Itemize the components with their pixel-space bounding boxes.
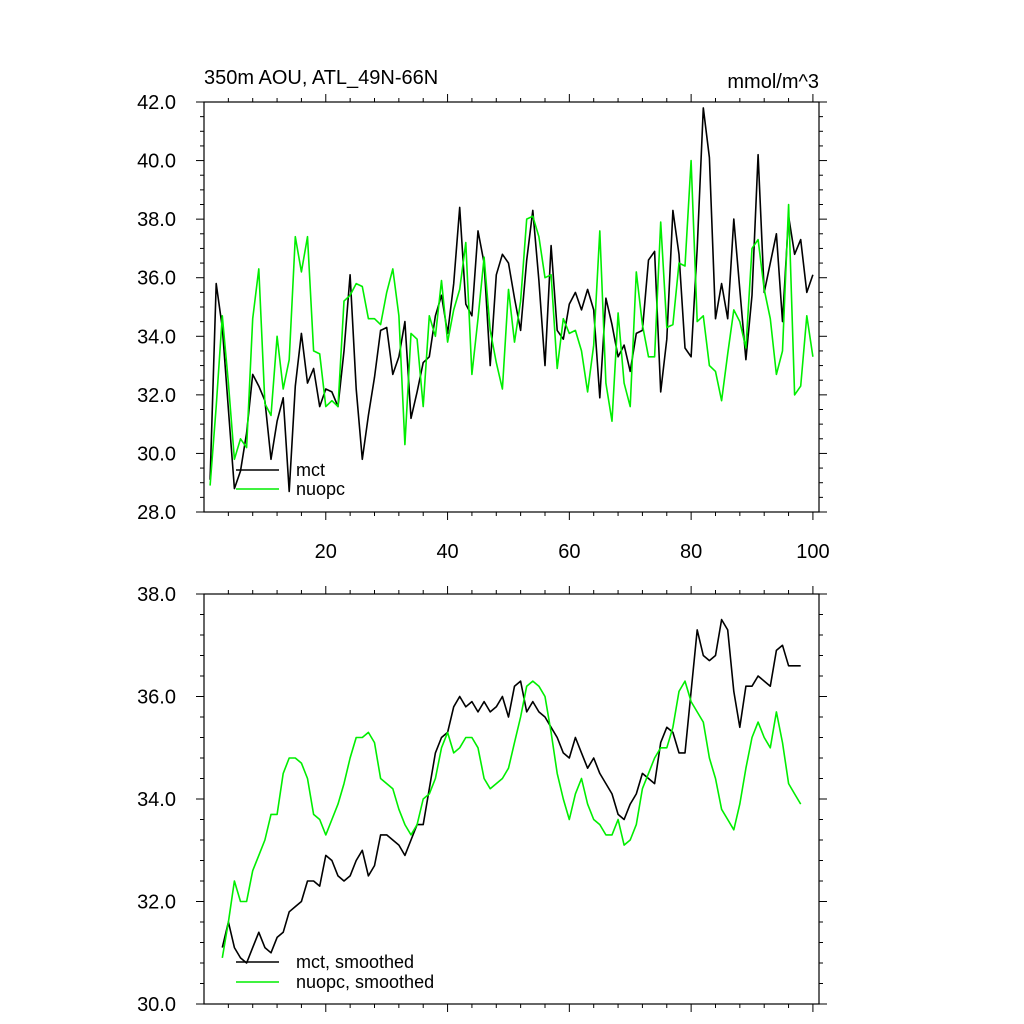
x-tick-label: 20: [315, 541, 337, 563]
y-tick-label: 30.0: [137, 994, 176, 1016]
x-tick-label: 80: [680, 541, 702, 563]
y-tick-label: 28.0: [137, 502, 176, 524]
y-tick-label: 32.0: [137, 385, 176, 407]
y-tick-label: 38.0: [137, 209, 176, 231]
series-line-nuopc: [209, 159, 814, 486]
y-tick-label: 34.0: [137, 326, 176, 348]
plot-frame: [203, 101, 820, 513]
y-tick-label: 40.0: [137, 151, 176, 173]
y-tick-label: 34.0: [137, 789, 176, 811]
y-tick-label: 42.0: [137, 92, 176, 114]
chart-panel-1: 20 40 60 80 100 28.0 30.0 32.0 34.0 36.0 38.0 40.0 4…: [137, 67, 830, 563]
legend-label: nuopc, smoothed: [296, 972, 434, 992]
series-line-mct: [209, 107, 814, 493]
chart-title: 350m AOU, ATL_49N-66N: [204, 67, 438, 89]
y-tick-label: 30.0: [137, 443, 176, 465]
y-tick-label: 32.0: [137, 892, 176, 914]
chart-panel-2: 30.0 32.0 34.0 36.0 38.0 mct, smoothednuopc, …: [137, 584, 827, 1016]
legend-label: mct, smoothed: [296, 952, 414, 972]
plot-frame: [203, 593, 820, 1005]
x-tick-label: 100: [796, 541, 829, 563]
units-label: mmol/m^3: [727, 71, 819, 93]
y-tick-label: 36.0: [137, 687, 176, 709]
legend-label: mct: [296, 460, 325, 480]
x-tick-label: 40: [436, 541, 458, 563]
legend-label: nuopc: [296, 479, 345, 499]
y-tick-label: 38.0: [137, 584, 176, 606]
series-line-nuopc-smoothed: [221, 680, 802, 959]
y-tick-label: 36.0: [137, 268, 176, 290]
x-tick-label: 60: [558, 541, 580, 563]
series-line-mct-smoothed: [221, 618, 801, 964]
